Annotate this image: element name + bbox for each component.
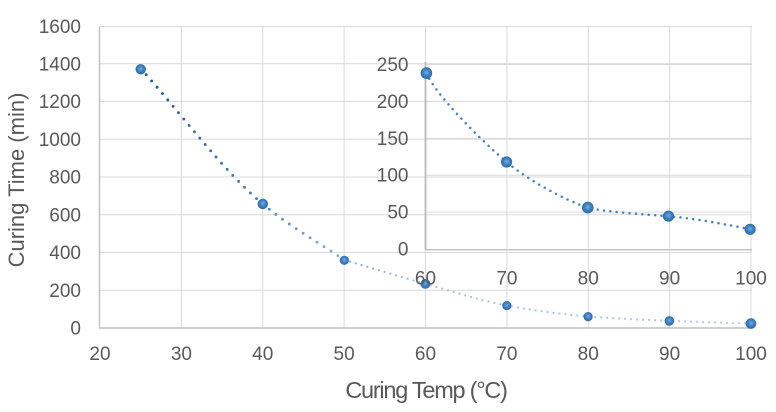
svg-text:250: 250 [377,55,409,76]
svg-text:0: 0 [398,240,409,261]
svg-text:1200: 1200 [39,92,81,113]
svg-text:50: 50 [387,203,408,224]
svg-text:90: 90 [659,268,680,289]
svg-text:1000: 1000 [39,130,81,151]
svg-text:200: 200 [49,281,81,302]
svg-text:800: 800 [49,168,81,189]
svg-text:400: 400 [49,243,81,264]
svg-text:70: 70 [496,344,517,365]
svg-text:90: 90 [659,344,680,365]
svg-text:Curing Time (min): Curing Time (min) [4,93,29,268]
svg-text:80: 80 [578,268,599,289]
svg-text:70: 70 [496,268,517,289]
svg-text:1600: 1600 [39,17,81,38]
svg-text:1400: 1400 [39,54,81,75]
svg-text:80: 80 [578,344,599,365]
svg-text:100: 100 [377,166,409,187]
svg-text:600: 600 [49,205,81,226]
svg-text:60: 60 [415,268,436,289]
svg-text:60: 60 [415,344,436,365]
svg-text:Curing Temp (°C): Curing Temp (°C) [345,377,507,403]
svg-text:200: 200 [377,92,409,113]
svg-text:150: 150 [377,129,409,150]
svg-text:100: 100 [735,268,767,289]
svg-text:0: 0 [70,319,81,340]
svg-text:40: 40 [252,344,273,365]
svg-text:100: 100 [735,344,767,365]
svg-text:30: 30 [171,344,192,365]
svg-text:20: 20 [89,344,110,365]
svg-text:50: 50 [334,344,355,365]
